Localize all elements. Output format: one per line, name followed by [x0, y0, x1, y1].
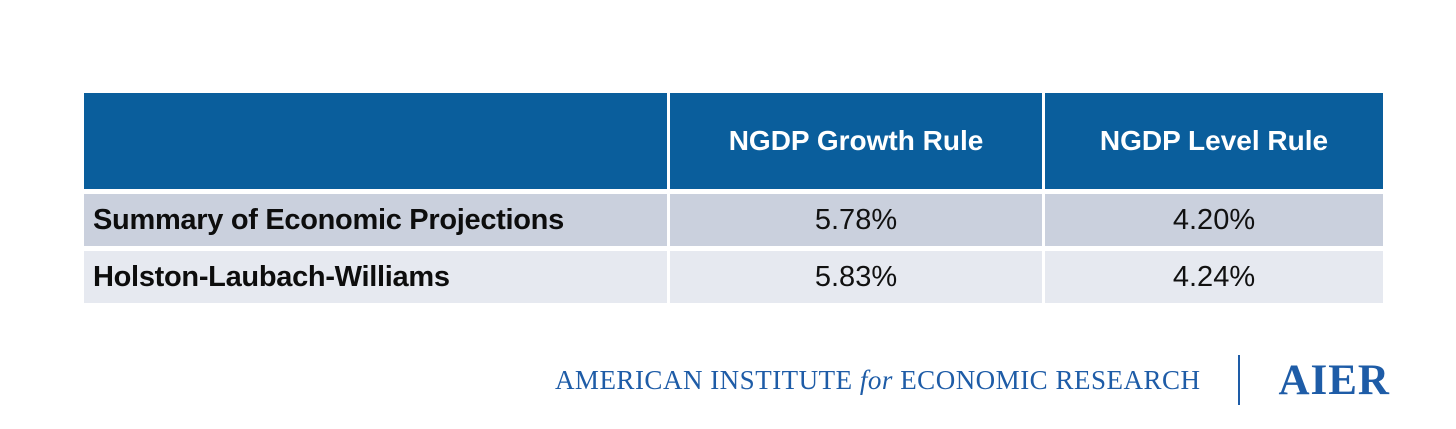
column-header-ngdp-level-rule: NGDP Level Rule: [1045, 93, 1383, 189]
org-name-for: for: [859, 364, 893, 395]
aier-wordmark: AIER: [1278, 356, 1390, 404]
org-name-part2: ECONOMIC RESEARCH: [900, 364, 1201, 395]
value-hlw-level: 4.24%: [1045, 251, 1383, 303]
ngdp-rules-table: NGDP Growth Rule NGDP Level Rule Summary…: [84, 93, 1383, 303]
aier-org-name: AMERICAN INSTITUTE for ECONOMIC RESEARCH: [555, 365, 1201, 396]
value-sep-level: 4.20%: [1045, 194, 1383, 246]
org-name-part1: AMERICAN INSTITUTE: [554, 364, 853, 395]
column-header-ngdp-growth-rule: NGDP Growth Rule: [670, 93, 1042, 189]
row-label-hlw: Holston-Laubach-Williams: [84, 251, 667, 303]
value-hlw-growth: 5.83%: [670, 251, 1042, 303]
table-corner-cell: [84, 93, 667, 189]
logo-divider: [1238, 355, 1241, 405]
row-label-sep: Summary of Economic Projections: [84, 194, 667, 246]
value-sep-growth: 5.78%: [670, 194, 1042, 246]
aier-logo-footer: AMERICAN INSTITUTE for ECONOMIC RESEARCH…: [555, 352, 1390, 408]
